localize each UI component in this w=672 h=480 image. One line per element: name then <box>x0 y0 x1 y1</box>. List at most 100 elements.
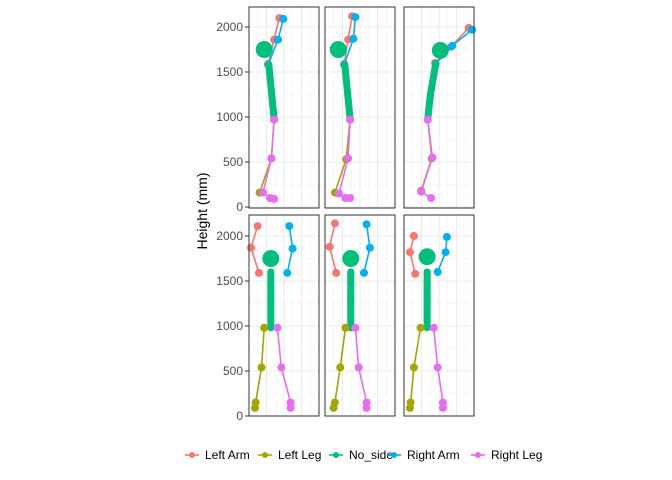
data-point <box>432 60 440 68</box>
data-point <box>409 232 418 240</box>
data-point <box>416 323 425 332</box>
y-tick-label: 0 <box>236 200 243 214</box>
data-point <box>423 268 431 276</box>
facet-panel <box>247 214 320 417</box>
data-point <box>288 244 297 253</box>
facet-panel <box>324 6 396 209</box>
legend-item: Left Leg <box>258 448 321 462</box>
data-point <box>423 295 431 303</box>
data-point <box>257 363 266 372</box>
data-point <box>351 13 360 22</box>
legend-key-point <box>333 452 339 458</box>
data-point <box>423 324 431 332</box>
data-point <box>334 189 343 198</box>
data-point <box>433 268 442 276</box>
data-point <box>427 194 436 202</box>
data-point <box>265 61 273 69</box>
data-point <box>365 243 374 252</box>
data-point <box>346 115 355 124</box>
legend-key-point <box>189 452 195 458</box>
data-point <box>260 323 269 332</box>
data-point <box>405 403 414 412</box>
data-point <box>354 363 363 372</box>
data-point <box>362 220 371 229</box>
y-tick-label: 2000 <box>216 229 243 243</box>
data-point <box>285 222 294 231</box>
data-point <box>274 35 283 44</box>
facet-panel <box>324 214 396 417</box>
head-marker <box>262 250 280 267</box>
y-tick-label: 500 <box>223 155 243 169</box>
data-point <box>438 403 447 412</box>
y-axis: 0 500 1000 1500 2000 0 500 1000 1500 2000 <box>216 20 249 423</box>
data-point <box>448 41 457 50</box>
data-point <box>267 295 275 303</box>
data-point <box>359 268 368 277</box>
legend-key-point <box>391 452 397 458</box>
data-point <box>442 232 451 241</box>
panel-border <box>324 6 396 209</box>
y-tick-label: 2000 <box>216 20 243 34</box>
legend-label: Left Leg <box>278 448 321 462</box>
data-point <box>343 88 351 96</box>
data-point <box>411 269 420 278</box>
panel-border <box>403 214 475 417</box>
data-point <box>258 188 267 197</box>
legend-item: No_side <box>329 448 393 462</box>
data-point <box>409 363 418 372</box>
data-point <box>429 323 438 332</box>
data-point <box>277 363 286 372</box>
data-point <box>286 403 295 412</box>
panel-border <box>403 6 475 209</box>
data-point <box>426 91 434 98</box>
legend-item: Right Leg <box>471 448 542 462</box>
data-point <box>441 248 450 257</box>
head-marker <box>255 41 273 58</box>
legend-key-point <box>262 452 268 458</box>
data-point <box>351 323 360 332</box>
y-axis-title: Height (mm) <box>194 172 210 249</box>
data-point <box>336 363 345 372</box>
y-tick-label: 1000 <box>216 319 243 333</box>
head-marker <box>342 250 360 267</box>
data-point <box>428 153 437 162</box>
data-point <box>341 323 350 332</box>
legend-key-point <box>475 452 481 458</box>
data-point <box>254 268 263 277</box>
legend: Left Arm Left Leg No_side Right Arm Right Le… <box>185 448 542 462</box>
data-point <box>341 61 349 69</box>
data-point <box>273 323 282 332</box>
data-point <box>346 194 355 202</box>
data-point <box>344 154 353 163</box>
data-point <box>267 268 275 276</box>
data-point <box>332 268 341 277</box>
data-point <box>267 88 275 96</box>
data-point <box>347 295 355 303</box>
data-point <box>253 222 262 231</box>
data-point <box>270 115 279 124</box>
facet-panel <box>403 6 476 209</box>
legend-item: Right Arm <box>387 448 460 462</box>
data-point <box>330 219 339 228</box>
head-marker <box>418 248 436 266</box>
y-tick-label: 1500 <box>216 65 243 79</box>
data-point <box>349 34 358 43</box>
panels-layer <box>247 6 476 417</box>
series-line <box>420 118 434 199</box>
data-point <box>405 248 414 257</box>
legend-item: Left Arm <box>185 448 250 462</box>
data-point <box>267 324 275 332</box>
data-point <box>468 25 476 34</box>
panel-border <box>248 214 320 417</box>
data-point <box>362 403 371 412</box>
data-point <box>270 194 279 203</box>
y-tick-label: 1500 <box>216 274 243 288</box>
data-point <box>279 14 288 23</box>
data-point <box>347 268 355 276</box>
y-tick-label: 1000 <box>216 110 243 124</box>
data-point <box>433 363 442 372</box>
legend-label: Right Leg <box>491 448 542 462</box>
head-marker <box>431 41 449 59</box>
panel-border <box>324 214 396 417</box>
